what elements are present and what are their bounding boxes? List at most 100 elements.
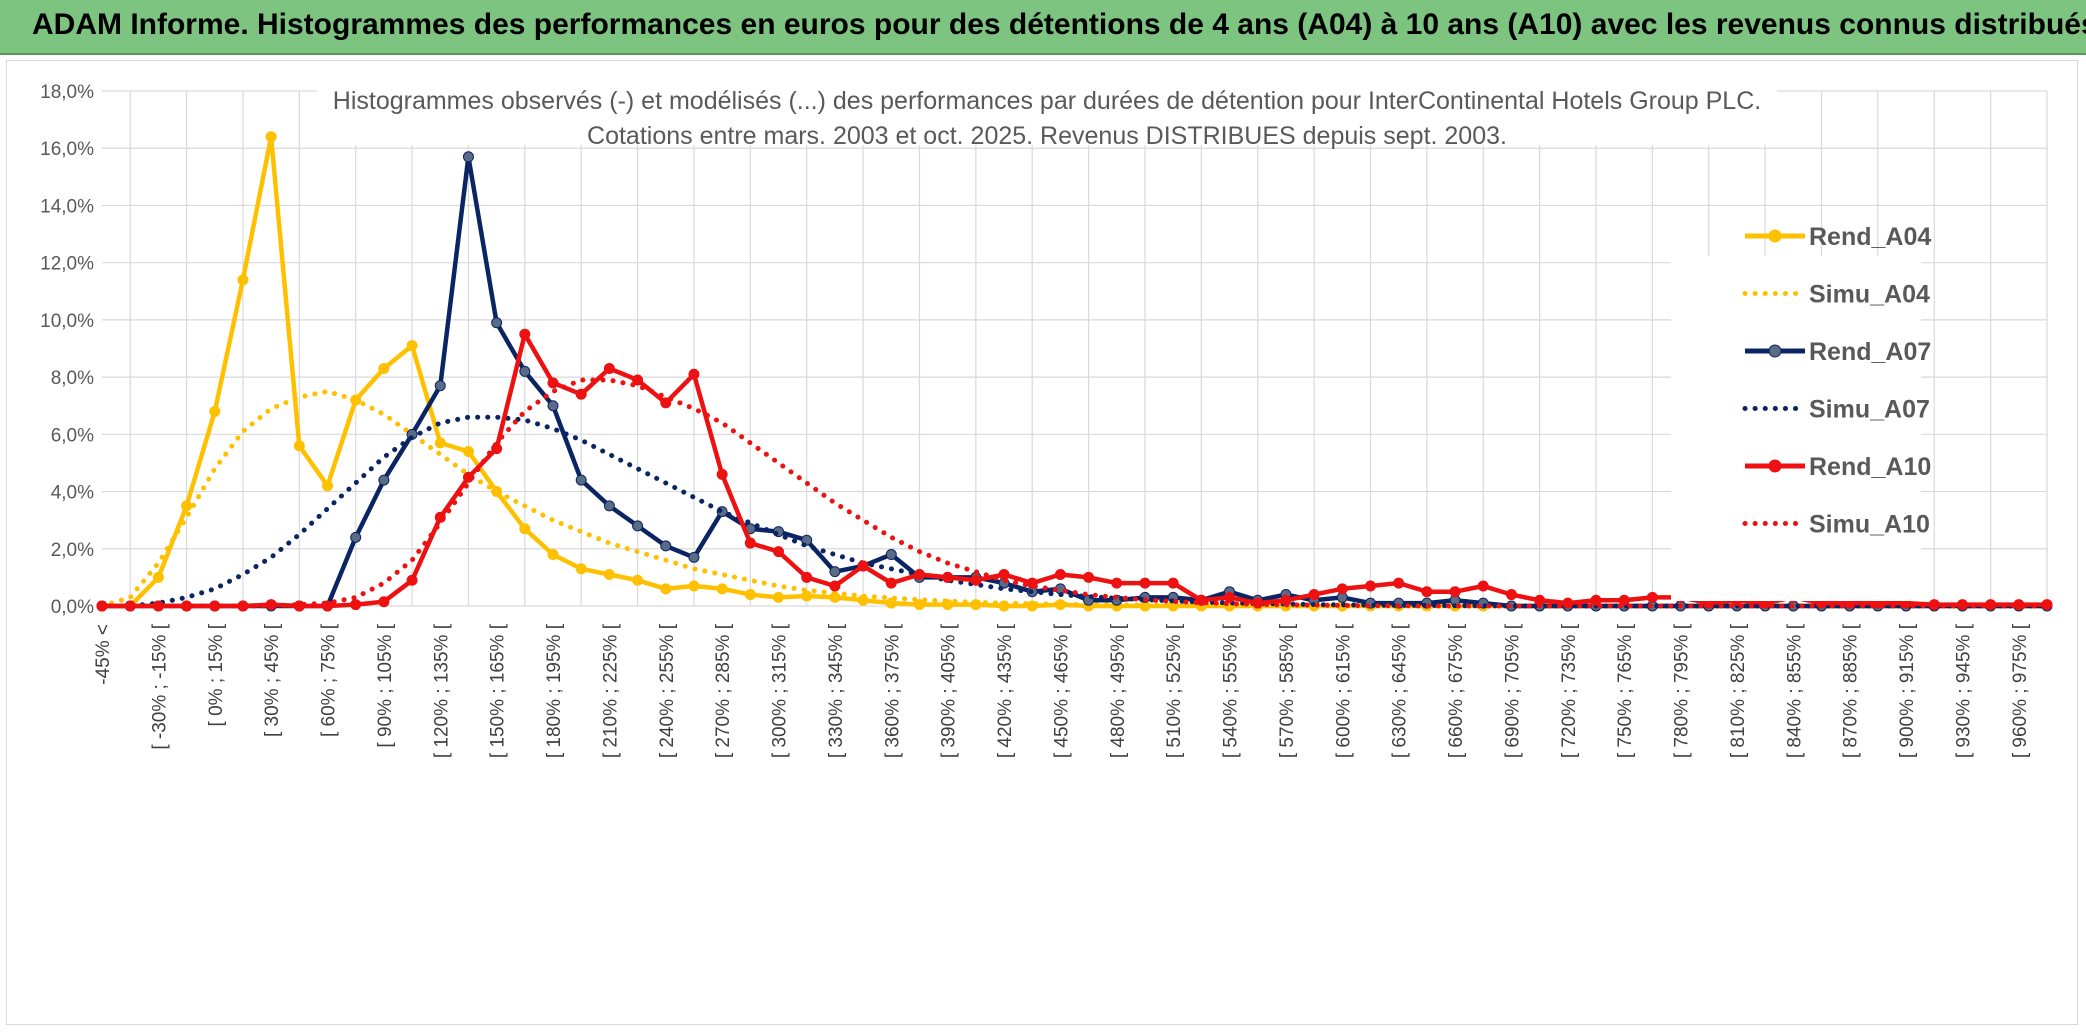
data-point-rend-a10 bbox=[1364, 580, 1376, 592]
x-tick-label: -45% < bbox=[93, 624, 114, 685]
report-banner: ADAM Informe. Histogrammes des performan… bbox=[0, 0, 2086, 55]
x-tick-label: [ 960% ; 975% [ bbox=[2010, 623, 2031, 758]
data-point-rend-a10 bbox=[1111, 577, 1123, 589]
data-point-rend-a10 bbox=[660, 397, 672, 409]
legend-marker bbox=[1768, 344, 1782, 358]
data-point-rend-a04 bbox=[547, 549, 559, 560]
x-tick-label: [ 660% ; 675% [ bbox=[1446, 623, 1467, 758]
report-title: ADAM Informe. Histogrammes des performan… bbox=[32, 8, 2086, 41]
data-point-rend-a04 bbox=[237, 274, 249, 286]
x-tick-label: [ 630% ; 645% [ bbox=[1390, 623, 1411, 758]
x-tick-label: [ 690% ; 705% [ bbox=[1502, 623, 1523, 758]
x-tick-label: [ 150% ; 165% [ bbox=[488, 623, 509, 758]
data-point-rend-a04 bbox=[716, 583, 728, 595]
data-point-rend-a04 bbox=[688, 580, 700, 592]
y-tick-label: 4,0% bbox=[51, 483, 94, 504]
legend: Rend_A04 Simu_A04 Rend_A07 Simu_A07 Rend_A10… bbox=[1742, 223, 1931, 539]
data-point-rend-a10 bbox=[829, 580, 841, 592]
data-point-rend-a04 bbox=[181, 500, 193, 512]
legend-background bbox=[1671, 256, 1921, 601]
data-point-rend-a04 bbox=[378, 363, 390, 375]
y-tick-label: 14,0% bbox=[40, 196, 94, 217]
data-point-rend-a07 bbox=[519, 365, 531, 377]
data-point-rend-a10 bbox=[1308, 589, 1320, 601]
data-point-rend-a04 bbox=[209, 405, 221, 417]
x-tick-label: [ 900% ; 915% [ bbox=[1897, 623, 1918, 758]
chart-title-line-1: Histogrammes observés (-) et modélisés (… bbox=[333, 87, 1761, 115]
data-point-rend-a07 bbox=[688, 551, 700, 563]
data-point-rend-a04 bbox=[744, 589, 756, 601]
data-point-rend-a10 bbox=[1421, 586, 1433, 598]
x-axis-ticks: -45% < [ -30% ; -15% [ [ 0% ; 15% [ [ 30% ;… bbox=[93, 623, 2031, 758]
data-point-rend-a07 bbox=[378, 474, 390, 486]
data-point-rend-a04 bbox=[462, 446, 474, 457]
legend-marker bbox=[1768, 459, 1782, 473]
x-tick-label: [ 750% ; 765% [ bbox=[1615, 623, 1636, 758]
data-point-rend-a10 bbox=[1336, 583, 1348, 595]
data-point-rend-a10 bbox=[406, 574, 418, 586]
chart-frame: Histogrammes observés (-) et modélisés (… bbox=[6, 60, 2078, 1025]
data-point-rend-a10 bbox=[1167, 577, 1179, 589]
data-point-rend-a04 bbox=[519, 523, 531, 535]
data-point-rend-a10 bbox=[688, 368, 700, 380]
data-point-rend-a07 bbox=[603, 500, 615, 512]
y-tick-label: 6,0% bbox=[51, 425, 94, 446]
legend-label-rend-a10: Rend_A10 bbox=[1809, 453, 1931, 481]
y-tick-label: 0,0% bbox=[51, 597, 94, 618]
data-point-rend-a04 bbox=[152, 571, 164, 583]
data-point-rend-a04 bbox=[575, 563, 587, 575]
data-point-rend-a10 bbox=[1054, 569, 1066, 581]
y-tick-label: 10,0% bbox=[40, 311, 94, 332]
legend-label-simu-a07: Simu_A07 bbox=[1809, 396, 1930, 424]
data-point-rend-a10 bbox=[350, 599, 362, 611]
data-point-rend-a10 bbox=[1618, 594, 1630, 606]
data-point-rend-a04 bbox=[406, 340, 418, 352]
x-tick-label: [ 360% ; 375% [ bbox=[882, 623, 903, 758]
data-point-rend-a04 bbox=[265, 131, 277, 143]
data-point-rend-a07 bbox=[350, 531, 362, 543]
data-point-rend-a10 bbox=[547, 377, 559, 389]
data-point-rend-a04 bbox=[632, 574, 644, 586]
data-point-rend-a10 bbox=[1449, 586, 1461, 598]
x-tick-label: [ 180% ; 195% [ bbox=[544, 623, 565, 758]
x-tick-label: [ 600% ; 615% [ bbox=[1333, 623, 1354, 758]
data-point-rend-a10 bbox=[744, 537, 756, 549]
data-point-rend-a10 bbox=[970, 574, 982, 586]
data-point-rend-a10 bbox=[885, 577, 897, 589]
data-point-rend-a07 bbox=[632, 520, 644, 532]
x-tick-label: [ 240% ; 255% [ bbox=[657, 623, 678, 758]
x-tick-label: [ 720% ; 735% [ bbox=[1559, 623, 1580, 758]
x-tick-label: [ 840% ; 855% [ bbox=[1784, 623, 1805, 758]
data-point-rend-a10 bbox=[1505, 589, 1517, 601]
legend-label-rend-a07: Rend_A07 bbox=[1809, 338, 1931, 366]
data-point-rend-a10 bbox=[378, 596, 390, 608]
data-point-rend-a10 bbox=[519, 328, 531, 340]
data-point-rend-a10 bbox=[575, 388, 587, 400]
data-point-rend-a10 bbox=[1083, 571, 1095, 583]
data-point-rend-a07 bbox=[462, 151, 474, 163]
data-point-rend-a07 bbox=[829, 566, 841, 578]
x-tick-label: [ 30% ; 45% [ bbox=[262, 623, 283, 737]
x-tick-label: [ 210% ; 225% [ bbox=[600, 623, 621, 758]
data-point-rend-a10 bbox=[1224, 591, 1236, 603]
data-point-rend-a04 bbox=[885, 597, 897, 609]
data-point-rend-a04 bbox=[773, 591, 785, 603]
x-tick-label: [ 0% ; 15% [ bbox=[206, 623, 227, 726]
y-tick-label: 12,0% bbox=[40, 254, 94, 275]
data-point-rend-a07 bbox=[547, 400, 559, 412]
data-point-rend-a10 bbox=[942, 571, 954, 583]
x-tick-label: [ -30% ; -15% [ bbox=[149, 623, 170, 749]
data-point-rend-a10 bbox=[857, 560, 869, 572]
y-axis-ticks: 0,0% 2,0% 4,0% 6,0% 8,0% 10,0% 12,0% 14,0% 16,0%… bbox=[40, 82, 94, 618]
data-point-rend-a07 bbox=[575, 474, 587, 486]
data-point-rend-a10 bbox=[716, 468, 728, 480]
x-tick-label: [ 120% ; 135% [ bbox=[431, 623, 452, 758]
legend-label-rend-a04: Rend_A04 bbox=[1809, 223, 1931, 251]
x-tick-label: [ 90% ; 105% [ bbox=[375, 623, 396, 747]
x-tick-label: [ 540% ; 555% [ bbox=[1221, 623, 1242, 758]
x-tick-label: [ 330% ; 345% [ bbox=[826, 623, 847, 758]
data-point-rend-a10 bbox=[1139, 577, 1151, 589]
series-line-rend-a10 bbox=[99, 331, 2050, 609]
series-line-simu-a10 bbox=[99, 377, 2050, 609]
data-point-rend-a10 bbox=[998, 569, 1010, 581]
